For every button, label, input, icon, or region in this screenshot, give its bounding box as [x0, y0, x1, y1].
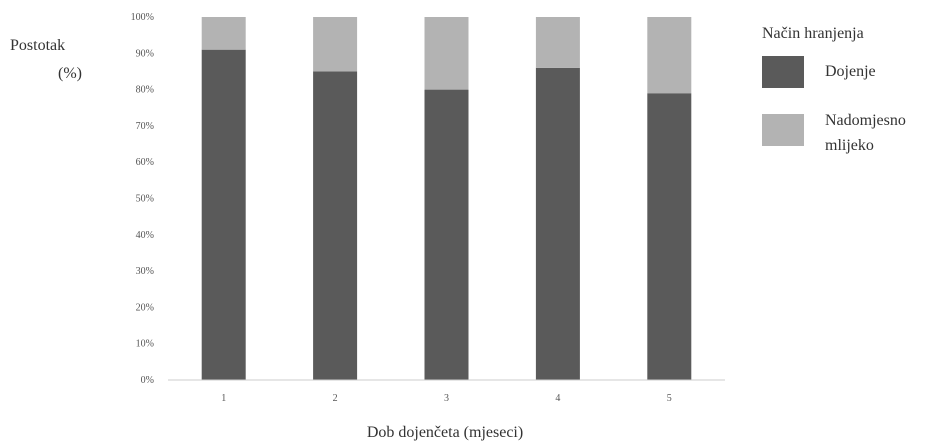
y-tick-label: 0% [141, 375, 154, 386]
y-tick-label: 30% [136, 266, 154, 277]
bar-segment-dojenje-4 [535, 67, 580, 380]
legend-swatch-nadomjesno-mlijeko [762, 114, 804, 146]
y-axis-title-line-1: Postotak [10, 37, 65, 54]
bar-group [201, 17, 692, 381]
x-tick-label: 4 [555, 393, 560, 404]
x-tick-label: 5 [667, 393, 672, 404]
y-tick-label: 70% [136, 121, 154, 132]
x-tick-label: 1 [221, 393, 226, 404]
bar-segment-nadomjesno-mlijeko-1 [201, 17, 246, 50]
legend-label-nadomjesno-line-2: mlijeko [825, 137, 874, 154]
legend: Način hranjenja Dojenje Nadomjesno mlije… [762, 25, 906, 154]
y-axis-title-line-2: (%) [58, 65, 82, 82]
y-tick-label: 60% [136, 157, 154, 168]
legend-title: Način hranjenja [762, 25, 864, 42]
bar-segment-nadomjesno-mlijeko-5 [647, 17, 692, 94]
y-tick-label: 20% [136, 302, 154, 313]
x-tick-label: 3 [444, 393, 449, 404]
bar-segment-dojenje-2 [313, 71, 358, 380]
legend-label-nadomjesno-line-1: Nadomjesno [825, 112, 906, 129]
y-tick-label: 40% [136, 230, 154, 241]
x-axis-title: Dob dojenčeta (mjeseci) [367, 424, 523, 441]
y-tick-label: 50% [136, 194, 154, 205]
legend-label-dojenje: Dojenje [825, 63, 876, 80]
bar-segment-nadomjesno-mlijeko-2 [313, 17, 358, 72]
y-axis-ticks: 0% 10% 20% 30% 40% 50% 60% 70% 80% 90% 100% [131, 12, 154, 386]
bar-segment-nadomjesno-mlijeko-3 [424, 17, 469, 90]
x-tick-label: 2 [333, 393, 338, 404]
y-tick-label: 90% [136, 48, 154, 59]
x-axis-ticks: 1 2 3 4 5 [221, 393, 672, 404]
y-tick-label: 100% [131, 12, 154, 23]
bar-segment-dojenje-5 [647, 93, 692, 380]
bar-segment-nadomjesno-mlijeko-4 [535, 17, 580, 68]
y-tick-label: 80% [136, 85, 154, 96]
legend-swatch-dojenje [762, 56, 804, 88]
y-tick-label: 10% [136, 339, 154, 350]
bar-segment-dojenje-1 [201, 49, 246, 381]
bar-segment-dojenje-3 [424, 89, 469, 380]
